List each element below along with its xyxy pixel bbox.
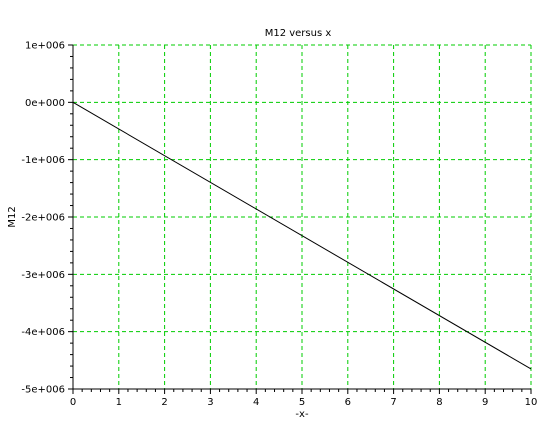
x-tick-label: 0 — [70, 397, 76, 408]
y-tick-label: -1e+006 — [21, 155, 65, 166]
y-tick-label: -5e+006 — [21, 385, 65, 396]
y-tick-label: 0e+000 — [25, 98, 65, 109]
y-tick-label: -3e+006 — [21, 270, 65, 281]
y-tick-label: -2e+006 — [21, 213, 65, 224]
x-axis-title: -x- — [295, 409, 309, 420]
x-tick-labels: 0 1 2 3 4 5 6 7 8 9 10 — [70, 397, 538, 408]
x-tick-label: 7 — [390, 397, 396, 408]
y-tick-label: -4e+006 — [21, 327, 65, 338]
x-tick-label: 2 — [161, 397, 167, 408]
series-line — [72, 101, 532, 370]
grid — [73, 44, 532, 389]
x-tick-label: 9 — [482, 397, 488, 408]
y-axis-title: M12 — [7, 206, 18, 227]
x-tick-label: 6 — [345, 397, 351, 408]
x-tick-label: 1 — [116, 397, 122, 408]
x-tick-label: 10 — [525, 397, 538, 408]
series-layer — [72, 101, 532, 370]
chart-title: M12 versus x — [265, 28, 332, 39]
y-tick-labels: 1e+006 0e+000 -1e+006 -2e+006 -3e+006 -4e+006… — [21, 41, 65, 396]
axes — [68, 44, 532, 394]
x-tick-label: 4 — [253, 397, 259, 408]
x-tick-label: 8 — [436, 397, 442, 408]
x-tick-label: 3 — [207, 397, 213, 408]
x-tick-label: 5 — [299, 397, 305, 408]
y-tick-label: 1e+006 — [25, 41, 65, 52]
